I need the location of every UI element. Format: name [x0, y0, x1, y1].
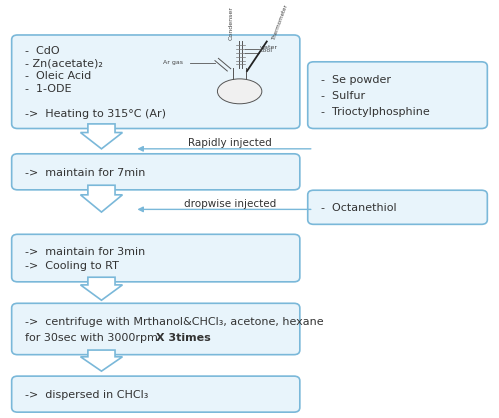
FancyBboxPatch shape [11, 376, 300, 412]
FancyBboxPatch shape [11, 234, 300, 282]
Text: ->  Heating to 315°C (Ar): -> Heating to 315°C (Ar) [25, 109, 166, 119]
Text: cool: cool [260, 48, 273, 53]
Text: ->  maintain for 3min: -> maintain for 3min [25, 247, 145, 257]
Text: -  Trioctylphosphine: - Trioctylphosphine [321, 107, 430, 117]
Text: ->  centrifuge with Mrthanol&CHCl₃, acetone, hexane: -> centrifuge with Mrthanol&CHCl₃, aceto… [25, 316, 324, 326]
Text: - Zn(acetate)₂: - Zn(acetate)₂ [25, 59, 103, 69]
Text: ->  maintain for 7min: -> maintain for 7min [25, 168, 145, 178]
Text: -  CdO: - CdO [25, 46, 59, 56]
Text: water: water [260, 45, 278, 50]
Text: -  1-ODE: - 1-ODE [25, 84, 71, 94]
Text: ->  dispersed in CHCl₃: -> dispersed in CHCl₃ [25, 390, 148, 400]
Text: Condenser: Condenser [228, 6, 233, 40]
Polygon shape [80, 124, 122, 149]
Text: Rapidly injected: Rapidly injected [188, 138, 271, 148]
Text: -  Oleic Acid: - Oleic Acid [25, 71, 91, 81]
Text: Thermometer: Thermometer [271, 4, 289, 41]
FancyBboxPatch shape [11, 154, 300, 190]
Polygon shape [80, 185, 122, 212]
Polygon shape [80, 350, 122, 371]
Ellipse shape [218, 79, 262, 104]
Text: -  Octanethiol: - Octanethiol [321, 203, 397, 213]
FancyBboxPatch shape [11, 303, 300, 354]
Polygon shape [80, 277, 122, 300]
Text: dropwise injected: dropwise injected [184, 199, 276, 209]
Text: -  Se powder: - Se powder [321, 75, 391, 85]
Text: for 30sec with 3000rpm: for 30sec with 3000rpm [25, 333, 161, 343]
Text: Ar gas: Ar gas [163, 60, 183, 65]
FancyBboxPatch shape [11, 35, 300, 128]
FancyBboxPatch shape [308, 62, 488, 128]
Text: -  Sulfur: - Sulfur [321, 91, 365, 101]
Text: X 3times: X 3times [156, 333, 211, 343]
FancyBboxPatch shape [308, 190, 488, 224]
Text: ->  Cooling to RT: -> Cooling to RT [25, 261, 119, 271]
